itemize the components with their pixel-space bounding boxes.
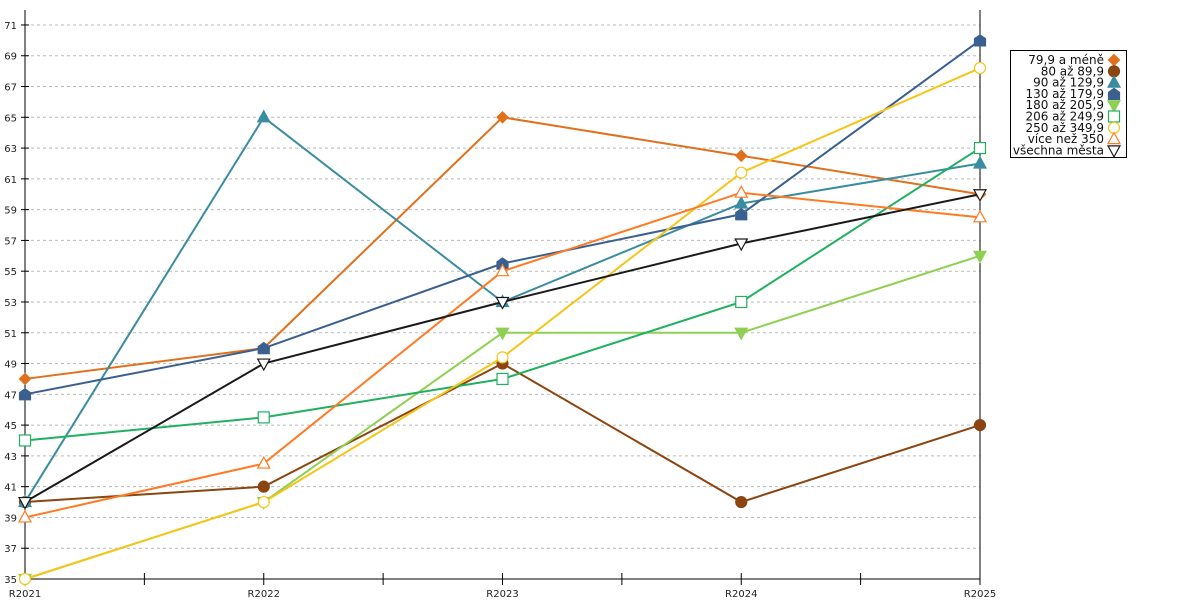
circle-open-marker [973, 61, 987, 75]
triangle-down-filled-marker [495, 327, 510, 341]
legend-label: 80 až 89,9 [1041, 64, 1104, 78]
triangle-up-open-marker [256, 455, 271, 469]
pentagon-filled-marker [18, 388, 32, 401]
x-tick-label: R2022 [248, 589, 280, 600]
triangle-down-open-marker [972, 189, 988, 203]
legend-triangle-up-filled-icon [1106, 74, 1122, 88]
pentagon-filled-marker [257, 341, 270, 355]
y-tick-label: 51 [4, 329, 17, 340]
triangle-down-open-marker [256, 358, 271, 372]
legend-triangle-down-open-icon [1106, 145, 1122, 159]
y-tick-label: 61 [4, 175, 17, 186]
triangle-up-filled-marker [972, 155, 988, 169]
triangle-up-filled-marker [256, 109, 271, 123]
y-tick-label: 35 [4, 575, 17, 586]
circle-filled-marker [735, 495, 748, 509]
triangle-down-open-marker [495, 296, 510, 310]
grid-lines [25, 24, 980, 549]
y-tick-label: 43 [4, 452, 17, 463]
y-tick-label: 49 [4, 360, 17, 371]
diamond-marker [18, 372, 32, 386]
y-tick-label: 57 [4, 236, 17, 247]
legend-triangle-up-open-icon [1106, 131, 1122, 145]
square-open-marker [257, 411, 270, 424]
triangle-down-open-marker [17, 496, 33, 510]
legend-pentagon-filled-icon [1107, 87, 1121, 101]
legend-label: 130 až 179,9 [1025, 87, 1104, 101]
y-tick-label: 45 [4, 421, 17, 432]
axes: 35 37 39 41 43 45 47 49 51 53 55 57 59 61 63 65 67 69 71 R2… [4, 10, 996, 600]
x-tick-label: R2024 [725, 589, 757, 600]
triangle-up-open-marker [734, 184, 749, 198]
circle-filled-marker [257, 480, 270, 493]
legend-label: 90 až 129,9 [1033, 76, 1104, 90]
legend-label: více než 350 [1028, 132, 1104, 146]
square-open-marker [973, 141, 987, 155]
y-tick-label: 47 [4, 390, 17, 401]
x-tick-label: R2023 [486, 589, 518, 600]
circle-open-marker [735, 166, 748, 179]
series-8 [17, 189, 988, 510]
y-tick-label: 65 [4, 113, 17, 124]
legend-square-open-icon [1107, 110, 1121, 123]
square-open-marker [18, 434, 32, 447]
circle-open-marker [257, 495, 270, 509]
series-0 [18, 110, 987, 386]
legend-label: 180 až 205,9 [1025, 98, 1104, 112]
diamond-marker [496, 110, 509, 124]
circle-filled-marker [973, 419, 987, 432]
series-6 [18, 61, 987, 586]
triangle-down-filled-marker [734, 327, 749, 341]
legend-label: 250 až 349,9 [1025, 121, 1104, 135]
legend-label: 206 až 249,9 [1025, 110, 1104, 124]
legend-label: 79,9 a méně [1028, 53, 1104, 67]
series-group [17, 34, 988, 587]
legend-triangle-down-filled-icon [1106, 100, 1122, 113]
triangle-down-filled-marker [972, 250, 988, 264]
circle-open-marker [496, 351, 509, 364]
triangle-up-open-marker [17, 509, 33, 523]
pentagon-filled-marker [973, 34, 987, 47]
pentagon-filled-marker [735, 208, 748, 221]
diamond-marker [734, 149, 748, 163]
y-tick-label: 59 [4, 206, 17, 217]
y-tick-label: 37 [4, 544, 17, 555]
series-line [24, 39, 981, 396]
triangle-down-open-marker [734, 238, 749, 252]
triangle-up-open-marker [972, 209, 988, 223]
triangle-up-filled-marker [734, 195, 749, 209]
series-3 [18, 34, 987, 401]
y-tick-label: 55 [4, 267, 17, 278]
triangle-up-open-marker [495, 263, 510, 277]
y-tick-label: 53 [4, 298, 17, 309]
legend-label: všechna města [1013, 143, 1104, 157]
y-tick-label: 69 [4, 52, 17, 63]
series-5 [18, 141, 987, 447]
y-tick-label: 39 [4, 513, 17, 524]
y-tick-label: 63 [4, 144, 17, 155]
x-tick-label: R2021 [9, 589, 41, 600]
y-tick-label: 67 [4, 83, 17, 94]
square-open-marker [735, 295, 748, 309]
circle-open-marker [18, 572, 32, 586]
square-open-marker [496, 372, 509, 386]
x-tick-label: R2025 [964, 589, 996, 600]
series-7 [17, 184, 988, 523]
y-tick-label: 71 [4, 21, 17, 32]
y-tick-label: 41 [4, 483, 17, 494]
legend-box [1010, 50, 1127, 158]
